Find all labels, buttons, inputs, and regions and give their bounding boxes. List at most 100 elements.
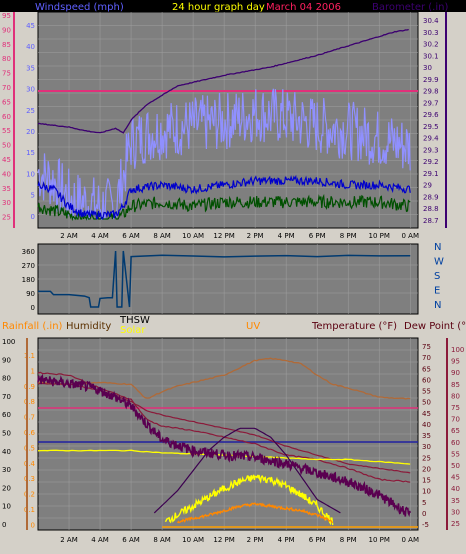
bottom-right-outer-tick-label: 25 [451, 520, 460, 528]
bottom-left-tick-label: 40 [2, 448, 11, 456]
direction-left-tick-label: 0 [31, 304, 35, 312]
direction-left-tick-label: 180 [22, 276, 35, 284]
bottom-series [37, 357, 418, 528]
top-right-tick-label: 29.7 [423, 99, 439, 107]
bottom-x-tick-label: 8 AM [153, 536, 171, 544]
top-right-tick-label: 30 [423, 64, 432, 72]
top-left-tick-label: 55 [2, 127, 11, 135]
top-right-tick-label: 28.8 [423, 205, 439, 213]
top-x-tick-label: 10 PM [369, 232, 390, 240]
top-inner-tick-label: 40 [26, 43, 35, 51]
top-series [37, 28, 411, 222]
bottom-right-outer-tick-label: 65 [451, 427, 460, 435]
top-left-tick-label: 45 [2, 156, 11, 164]
bottom-x-tick-label: 10 PM [369, 536, 390, 544]
bottom-left-tick-label: 100 [2, 338, 15, 346]
top-left-inner-ticks: 45 40 35 30 25 20 15 10 5 0 [26, 22, 35, 221]
top-right-tick-label: 29.2 [423, 158, 439, 166]
bottom-inner-tick-label: 0.3 [24, 475, 35, 483]
direction-left-ticks: 360 270 180 90 0 [22, 248, 35, 312]
top-right-tick-label: 29.9 [423, 76, 439, 84]
bottom-inner-tick-label: 0.2 [24, 491, 35, 499]
humidity-line [37, 357, 411, 400]
bottom-x-tick-label: 4 AM [91, 536, 109, 544]
top-left-tick-label: 75 [2, 70, 11, 78]
bottom-x-tick-label: 6 AM [122, 536, 140, 544]
bottom-right-outer-tick-label: 60 [451, 439, 460, 447]
top-right-tick-label: 30.3 [423, 29, 439, 37]
bottom-inner-tick-label: 0.9 [24, 383, 35, 391]
bottom-inner-tick-label: 0.4 [24, 460, 36, 468]
top-left-tick-label: 90 [2, 26, 11, 34]
top-right-tick-label: 29.3 [423, 146, 439, 154]
direction-left-tick-label: 90 [26, 290, 35, 298]
direction-grid [38, 244, 418, 314]
bottom-left-tick-label: 50 [2, 430, 11, 438]
humidity-label: Humidity [66, 321, 111, 332]
bottom-right-outer-tick-label: 85 [451, 381, 460, 389]
direction-right-tick-label: N [434, 242, 441, 253]
direction-left-tick-label: 360 [22, 248, 35, 256]
bottom-x-tick-label: 10 AM [182, 536, 204, 544]
bottom-left-tick-label: 90 [2, 356, 11, 364]
bottom-left-tick-label: 0 [2, 521, 6, 529]
bottom-right-outer-tick-label: 35 [451, 497, 460, 505]
top-inner-tick-label: 35 [26, 64, 35, 72]
barometer-label: Barometer (.in) [372, 2, 448, 13]
bottom-right-tick-label: 35 [422, 432, 431, 440]
top-right-tick-label: 28.9 [423, 193, 439, 201]
bottom-inner-tick-label: 0.7 [24, 414, 35, 422]
direction-line [38, 250, 411, 308]
top-left-tick-label: 95 [2, 12, 11, 20]
top-x-tick-label: 8 AM [153, 232, 171, 240]
top-right-tick-label: 30.2 [423, 41, 439, 49]
top-inner-tick-label: 45 [26, 22, 35, 30]
top-right-tick-label: 30.1 [423, 52, 439, 60]
dew-point-line [37, 373, 411, 518]
bottom-right-tick-label: 5 [422, 499, 426, 507]
bottom-left-tick-label: 30 [2, 466, 11, 474]
bottom-inner-tick-label: 0.5 [24, 444, 35, 452]
bottom-x-tick-label: 6 PM [309, 536, 326, 544]
bottom-right-outer-tick-label: 55 [451, 450, 460, 458]
thsw-label: THSW [119, 315, 150, 326]
top-left-tick-label: 70 [2, 84, 11, 92]
bottom-right-tick-label: 70 [422, 354, 431, 362]
direction-series [38, 250, 411, 308]
bottom-x-tick-label: 2 PM [247, 536, 264, 544]
top-x-tick-label: 6 AM [122, 232, 140, 240]
bottom-right-tick-label: 45 [422, 410, 431, 418]
bottom-inner-tick-label: 0.8 [24, 398, 35, 406]
top-left-tick-label: 80 [2, 55, 11, 63]
bottom-right-tick-label: -5 [422, 521, 429, 529]
bottom-x-tick-label: 0 AM [401, 536, 419, 544]
direction-right-tick-label: E [434, 286, 440, 297]
top-x-tick-label: 2 PM [247, 232, 264, 240]
bottom-right-outer-ticks: 100 95 90 85 80 75 70 65 60 55 50 45 40 35 30 25 [451, 346, 464, 528]
top-x-tick-label: 2 AM [60, 232, 78, 240]
bottom-x-tick-label: 8 PM [340, 536, 357, 544]
top-left-tick-label: 35 [2, 185, 11, 193]
bottom-right-tick-label: 75 [422, 343, 431, 351]
top-x-tick-label: 12 PM [213, 232, 234, 240]
top-right-tick-label: 29.4 [423, 135, 439, 143]
top-x-tick-label: 8 PM [340, 232, 357, 240]
bottom-right-tick-label: 25 [422, 454, 431, 462]
wind-low-line [37, 193, 411, 222]
barometer-line [37, 28, 409, 134]
date-label: March 04 2006 [266, 2, 341, 13]
top-left-tick-label: 60 [2, 113, 11, 121]
bottom-right-axis-bar [446, 338, 448, 530]
temperature-label: Temperature (°F) [311, 321, 397, 332]
top-right-tick-label: 29.5 [423, 123, 439, 131]
top-right-axis-bar [445, 12, 447, 228]
bottom-right-tick-label: 50 [422, 399, 431, 407]
top-x-tick-label: 4 PM [278, 232, 295, 240]
bottom-inner-ticks: 1.1 1 0.9 0.8 0.7 0.6 0.5 0.4 0.3 0.2 0.1 0 [24, 352, 36, 529]
top-inner-tick-label: 0 [31, 213, 35, 221]
bottom-left-tick-label: 10 [2, 503, 11, 511]
top-left-tick-label: 65 [2, 98, 11, 106]
